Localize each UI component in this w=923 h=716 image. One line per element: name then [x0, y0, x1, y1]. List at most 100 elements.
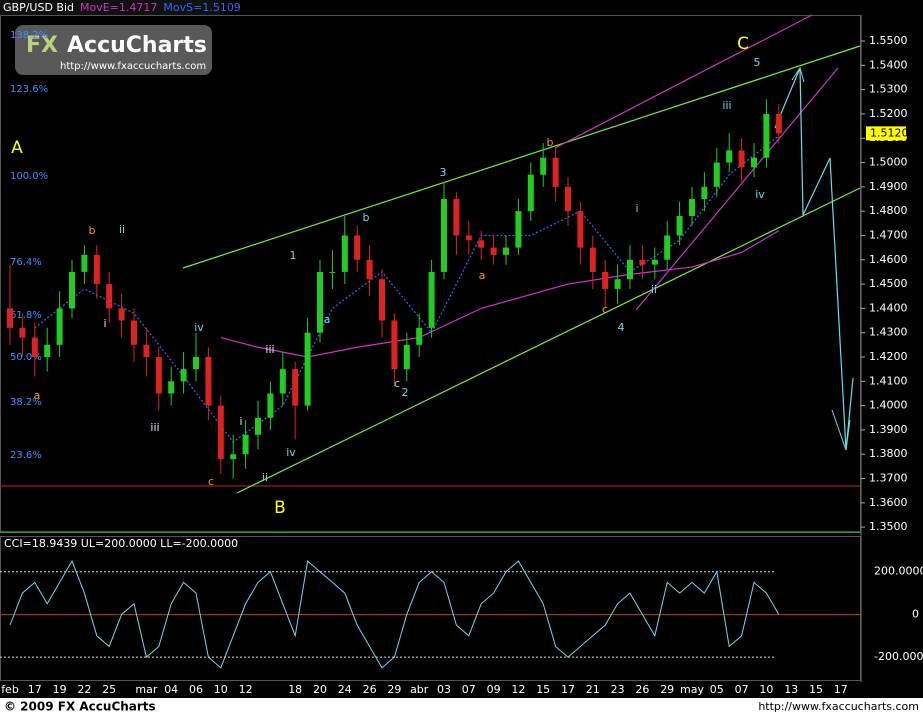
wave-label: 4 [618, 321, 625, 334]
logo-mark: FX [26, 33, 58, 58]
wave-label: ii [119, 223, 125, 236]
x-tick-label: 22 [77, 683, 91, 696]
candle-body [69, 271, 75, 309]
x-tick-label: 15 [809, 683, 823, 696]
y-tick-label: 1.5000 [869, 156, 908, 169]
x-tick-label: 26 [635, 683, 649, 696]
fib-label: 23.6% [10, 450, 42, 461]
wave-label: c [394, 377, 400, 390]
candle-body [292, 369, 299, 406]
logo-box [15, 25, 212, 75]
x-tick-label: 04 [164, 683, 178, 696]
candle-body [614, 279, 621, 289]
x-tick-label: 12 [511, 683, 525, 696]
wave-label: 2 [402, 386, 409, 399]
candle-body [304, 332, 311, 406]
y-tick-label: 1.3700 [869, 472, 908, 485]
channel-upper [182, 45, 861, 269]
x-tick-label: 17 [561, 683, 575, 696]
y-tick-label: 1.4700 [869, 228, 908, 241]
logo: FX AccuCharts http://www.fxaccucharts.co… [15, 25, 212, 75]
last-price-box [866, 126, 906, 141]
x-tick-label: 19 [53, 683, 67, 696]
candle-body [106, 284, 113, 309]
x-tick-label: 06 [189, 683, 203, 696]
y-tick-label: 1.3600 [869, 496, 908, 509]
x-tick-label: 15 [536, 683, 550, 696]
candle-body [168, 381, 175, 394]
candle-body [713, 162, 720, 187]
wave-label: ii [651, 283, 657, 296]
y-tick-label: 1.3800 [869, 447, 908, 460]
wave-label: a [34, 389, 41, 402]
x-tick-label: 10 [214, 683, 228, 696]
candle-body [589, 247, 596, 272]
wave-label: 3 [440, 166, 447, 179]
x-tick-label: 05 [710, 683, 724, 696]
candle-body [131, 320, 137, 345]
fib-label: 138.2% [10, 30, 48, 41]
wave-label: b [89, 224, 96, 237]
candle-body [242, 434, 249, 455]
x-tick-label: 03 [437, 683, 451, 696]
x-tick-label: 07 [735, 683, 749, 696]
candle-body [602, 271, 609, 289]
x-tick-label: 12 [239, 683, 253, 696]
x-tick-label: 07 [462, 683, 476, 696]
x-tick-label: 20 [313, 683, 327, 696]
y-tick-label: 1.4000 [869, 399, 908, 412]
x-tick-label: 13 [784, 683, 798, 696]
candle-body [441, 199, 447, 272]
x-tick-label: 10 [759, 683, 773, 696]
y-tick-label: 1.5500 [869, 34, 908, 47]
candle-body [317, 271, 323, 333]
cci-label: CCI=18.9439 UL=200.0000 LL=-200.0000 [4, 537, 238, 550]
candle-body [416, 327, 423, 345]
wave-label: ii [262, 471, 268, 484]
candle-body [44, 344, 51, 357]
legend-entry: MovE=1.4717 [80, 1, 157, 14]
candle-body [205, 356, 212, 406]
candle-body [651, 259, 658, 265]
wave-label: 5 [754, 56, 761, 69]
y-tick-label: 1.4900 [869, 180, 908, 193]
candle-body [503, 247, 509, 255]
legend-entry: MovS=1.5109 [163, 1, 240, 14]
footer-url: http://www.fxaccucharts.com [758, 700, 919, 713]
wave-label: i [239, 415, 242, 428]
wave-label: iv [194, 321, 204, 334]
y-tick-label: 1.4500 [869, 277, 908, 290]
fib-label: 50.0% [10, 352, 42, 363]
candle-body [453, 199, 460, 236]
candle-body [478, 240, 485, 248]
candle-body [701, 186, 708, 200]
wave-label: a [479, 269, 486, 282]
candle-body [329, 271, 336, 273]
x-tick-label: 29 [387, 683, 401, 696]
candle-body [180, 369, 187, 382]
wave-label: iii [722, 99, 731, 112]
candle-body [465, 235, 472, 241]
x-tick-label: 21 [586, 683, 600, 696]
candle-body [391, 320, 398, 370]
x-tick-label: 29 [660, 683, 674, 696]
wave-label: iii [150, 421, 159, 434]
candle-body [354, 235, 361, 260]
candle-body [118, 308, 125, 321]
candle-body [279, 369, 286, 394]
projection-arrow [831, 409, 851, 451]
y-tick-label: 1.3500 [869, 520, 908, 533]
wave-label: i [103, 317, 106, 330]
candle-body [403, 344, 410, 370]
candle-body [81, 254, 88, 272]
wave-label: iv [286, 446, 296, 459]
wave-label: a [324, 313, 331, 326]
x-tick-label: 25 [102, 683, 116, 696]
wave-label: iv [755, 188, 765, 201]
logo-url: http://www.fxaccucharts.com [60, 61, 206, 72]
candle-body [726, 150, 733, 163]
candle-body [527, 174, 534, 212]
candle-body [639, 259, 646, 265]
candle-body [7, 308, 13, 328]
candle-body [366, 259, 373, 280]
